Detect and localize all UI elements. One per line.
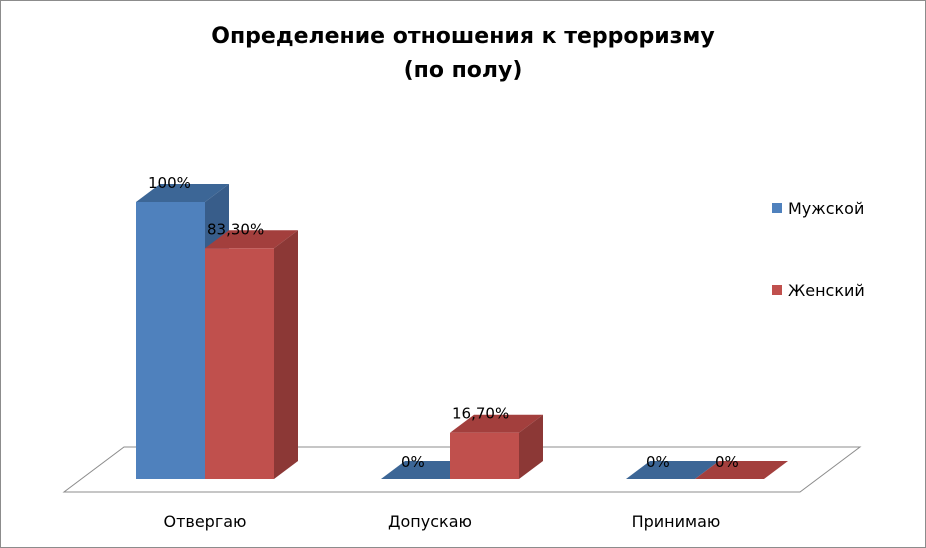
bars-layer [136, 184, 788, 479]
chart-title: Определение отношения к терроризму (по п… [211, 24, 715, 83]
legend-item-male: Мужской [772, 198, 864, 218]
legend-swatch-female [772, 285, 782, 295]
bar-female-0-side [274, 230, 298, 479]
category-label-2: Принимаю [632, 512, 721, 531]
legend-label-female: Женский [788, 280, 865, 300]
category-label-0: Отвергаю [163, 512, 246, 531]
bar-female-1-top [450, 414, 543, 433]
category-axis: Отвергаю Допускаю Принимаю [163, 512, 720, 531]
legend-item-female: Женский [772, 280, 865, 300]
bar-female-1-side [519, 414, 543, 479]
data-label-female-0: 83,30% [207, 220, 264, 238]
data-labels-layer: 100% 83,30% 0% 16,70% 0% 0% [148, 174, 739, 471]
data-label-male-1: 0% [401, 453, 425, 471]
data-label-male-2: 0% [646, 453, 670, 471]
legend-label-male: Мужской [788, 198, 865, 218]
bar-male-0-top [136, 184, 229, 202]
data-label-female-1: 16,70% [452, 405, 509, 423]
data-label-male-0: 100% [148, 174, 191, 192]
legend-swatch-male [772, 203, 782, 213]
bar-female-0 [205, 230, 298, 479]
bar-male-2 [626, 461, 719, 479]
bar-male-2-top [626, 461, 719, 479]
bar-male-0-front [136, 202, 205, 479]
bar-female-2 [695, 461, 788, 479]
category-label-1: Допускаю [388, 512, 472, 531]
data-label-female-2: 0% [715, 453, 739, 471]
bar-female-0-front [205, 248, 274, 479]
bar-female-1-front [450, 432, 519, 479]
bar-female-1 [450, 414, 543, 479]
bar-female-0-top [205, 230, 298, 249]
bar-female-2-top [695, 461, 788, 479]
